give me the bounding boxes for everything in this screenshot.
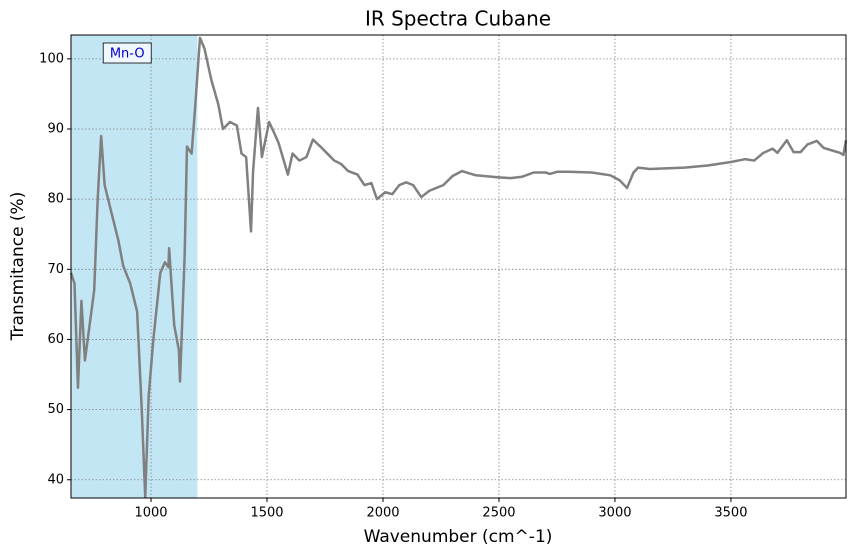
y-tick-label: 60 bbox=[47, 332, 64, 347]
x-tick-label: 1000 bbox=[134, 506, 167, 521]
y-tick-label: 80 bbox=[47, 192, 64, 207]
x-tick-label: 1500 bbox=[250, 506, 283, 521]
x-tick-label: 3500 bbox=[714, 506, 747, 521]
y-axis-label: Transmitance (%) bbox=[8, 192, 28, 342]
chart-title: IR Spectra Cubane bbox=[365, 7, 551, 31]
highlight-span bbox=[71, 35, 198, 498]
x-axis-label: Wavenumber (cm^-1) bbox=[364, 527, 553, 547]
y-tick-label: 50 bbox=[47, 402, 64, 417]
y-tick-label: 70 bbox=[47, 262, 64, 277]
annotation-box bbox=[102, 42, 152, 64]
x-tick-label: 2500 bbox=[482, 506, 515, 521]
plot-frame bbox=[70, 34, 847, 499]
annotation: Mn-O bbox=[110, 47, 145, 62]
y-tick-label: 90 bbox=[47, 122, 64, 137]
y-tick-label: 100 bbox=[39, 51, 64, 66]
x-tick-label: 3000 bbox=[598, 506, 631, 521]
y-tick-label: 40 bbox=[47, 472, 64, 487]
spectrum-line bbox=[69, 36, 848, 499]
x-tick-label: 2000 bbox=[366, 506, 399, 521]
